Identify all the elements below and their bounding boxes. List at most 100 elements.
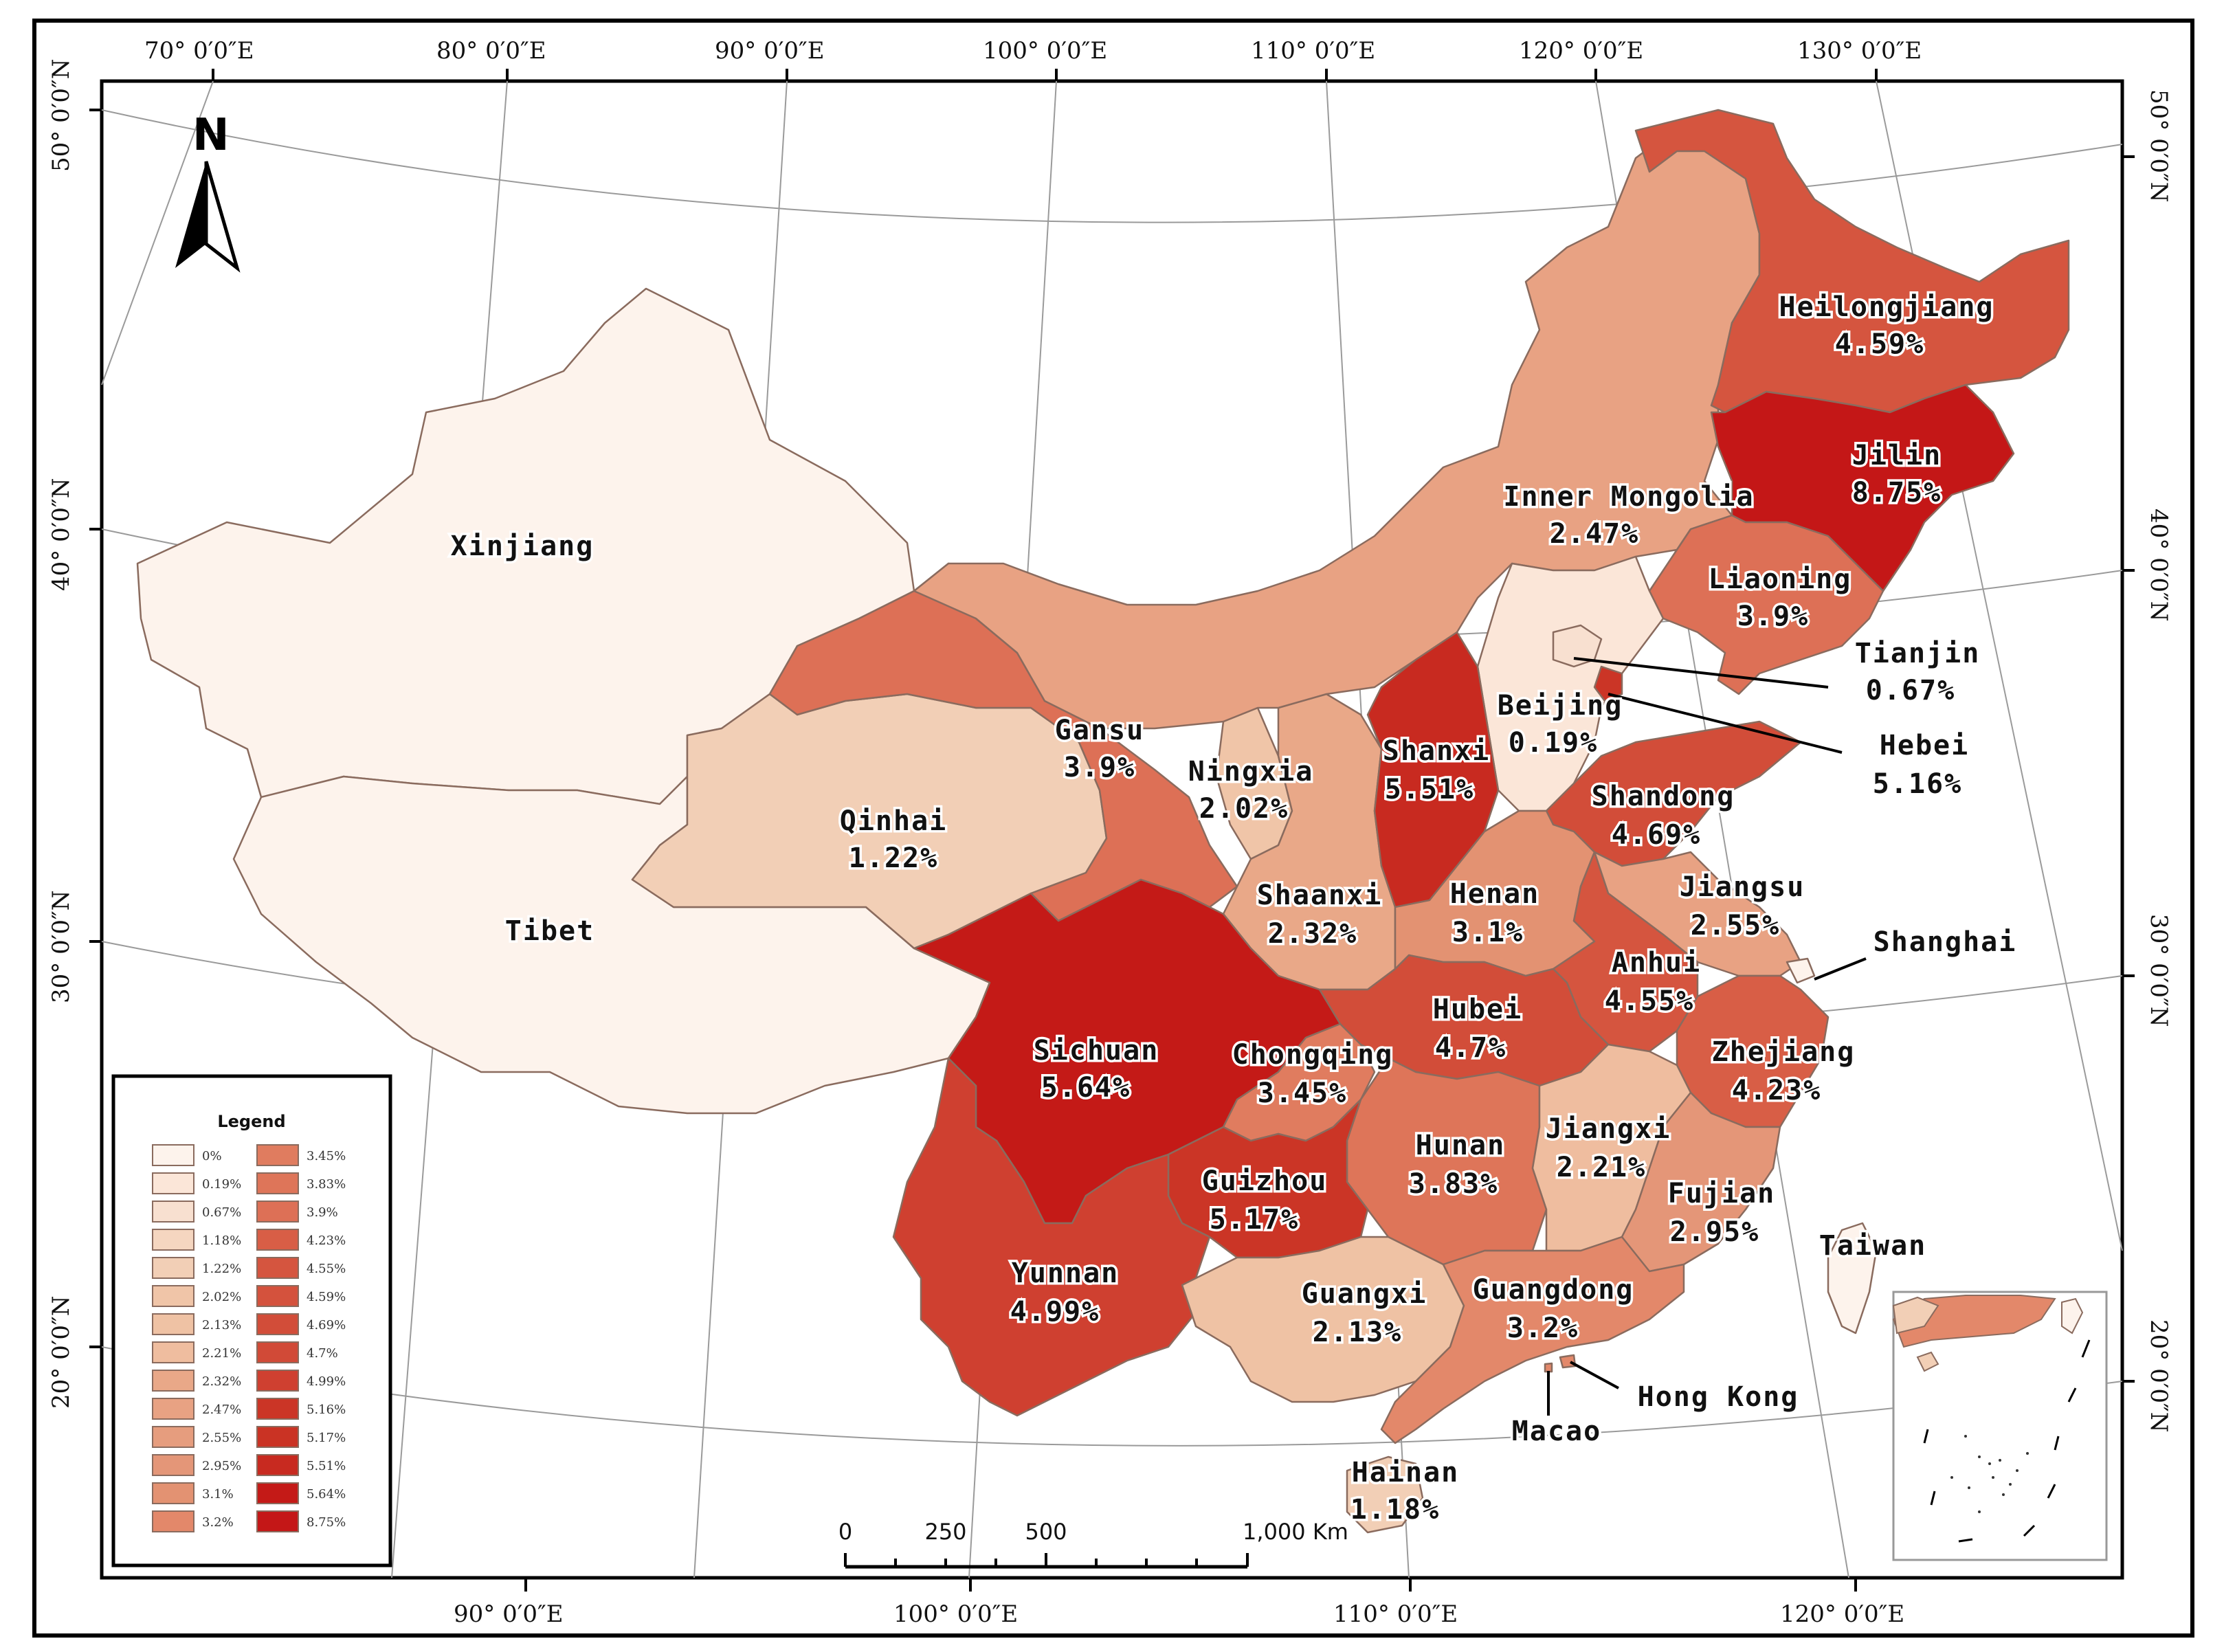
label-shanxi: Shanxi bbox=[1383, 735, 1491, 767]
province-macao[interactable] bbox=[1544, 1362, 1553, 1373]
label-xinjiang: Xinjiang bbox=[451, 531, 594, 562]
value-zhejiang: 4.23% bbox=[1732, 1075, 1821, 1106]
value-shandong: 4.69% bbox=[1612, 819, 1701, 851]
lon-label-bottom: 100° 0′0″E bbox=[893, 1600, 1018, 1628]
legend-label: 2.95% bbox=[202, 1459, 241, 1473]
label-gansu: Gansu bbox=[1055, 715, 1144, 746]
lat-label-right: 40° 0′0″N bbox=[2145, 509, 2172, 622]
value-jiangxi: 2.21% bbox=[1557, 1152, 1646, 1183]
scale-label: 500 bbox=[1025, 1519, 1067, 1545]
province-heilongjiang[interactable] bbox=[1634, 109, 2070, 414]
legend-label: 0.67% bbox=[202, 1205, 241, 1220]
legend-swatch bbox=[152, 1313, 194, 1335]
label-jiangsu: Jiangsu bbox=[1680, 871, 1805, 903]
label-guangdong: Guangdong bbox=[1473, 1274, 1634, 1306]
legend-swatch bbox=[152, 1510, 194, 1532]
value-yunnan: 4.99% bbox=[1010, 1296, 1100, 1328]
label-heilongjiang: Heilongjiang bbox=[1779, 291, 1994, 323]
legend-label: 3.45% bbox=[307, 1149, 346, 1163]
legend-swatch bbox=[256, 1341, 299, 1363]
value-guangdong: 3.2% bbox=[1507, 1313, 1579, 1344]
lon-label-top: 70° 0′0″E bbox=[144, 37, 254, 65]
legend-label: 4.55% bbox=[307, 1262, 346, 1276]
label-chongqing: Chongqing bbox=[1232, 1039, 1394, 1071]
legend-label: 3.1% bbox=[202, 1487, 234, 1502]
lat-label-left: 20° 0′0″N bbox=[47, 1295, 75, 1409]
label-hainan: Hainan bbox=[1352, 1457, 1460, 1488]
province-yunnan[interactable] bbox=[892, 1057, 1211, 1417]
legend-swatch bbox=[256, 1201, 299, 1223]
label-hubei: Hubei bbox=[1433, 994, 1522, 1025]
legend-swatch bbox=[256, 1510, 299, 1532]
legend-label: 4.23% bbox=[307, 1234, 346, 1248]
value-henan: 3.1% bbox=[1452, 917, 1524, 948]
legend-label: 5.16% bbox=[307, 1403, 346, 1417]
province-liaoning[interactable] bbox=[1648, 514, 1884, 695]
value-fujian: 2.95% bbox=[1670, 1216, 1759, 1248]
legend-label: 2.32% bbox=[202, 1374, 241, 1389]
scale-label: 0 bbox=[838, 1519, 852, 1545]
graticule-labels: 70° 0′0″E 80° 0′0″E 90° 0′0″E 100° 0′0″E… bbox=[47, 37, 2172, 1628]
legend-swatch bbox=[256, 1426, 299, 1448]
legend-label: 2.47% bbox=[202, 1403, 241, 1417]
legend-swatch bbox=[256, 1229, 299, 1251]
value-beijing: 0.67% bbox=[1866, 675, 1955, 706]
legend-label: 2.55% bbox=[202, 1431, 241, 1445]
value-gansu: 3.9% bbox=[1064, 752, 1135, 783]
legend-swatch bbox=[256, 1257, 299, 1279]
legend-label: 4.99% bbox=[307, 1374, 346, 1389]
legend-swatch bbox=[152, 1370, 194, 1392]
lon-label-top: 80° 0′0″E bbox=[436, 37, 546, 65]
label-guizhou: Guizhou bbox=[1202, 1165, 1328, 1197]
legend-label: 2.13% bbox=[202, 1318, 241, 1332]
province-guangdong[interactable] bbox=[1380, 1236, 1685, 1444]
legend-label: 0% bbox=[202, 1149, 222, 1163]
lon-label-top: 90° 0′0″E bbox=[715, 37, 825, 65]
value-liaoning: 3.9% bbox=[1737, 601, 1809, 632]
label-hebei: Beijing bbox=[1498, 690, 1623, 722]
label-tibet: Tibet bbox=[505, 915, 594, 947]
legend-swatch bbox=[256, 1398, 299, 1420]
legend-swatch bbox=[256, 1144, 299, 1166]
province-labels: Xinjiang Tibet Qinhai 1.22% Gansu 3.9% N… bbox=[448, 289, 2018, 1528]
legend-label: 1.22% bbox=[202, 1262, 241, 1276]
value-chongqing: 3.45% bbox=[1258, 1078, 1347, 1109]
label-liaoning: Liaoning bbox=[1709, 563, 1852, 595]
province-shanghai[interactable] bbox=[1786, 957, 1816, 984]
south-china-sea-inset bbox=[1892, 1291, 2108, 1561]
lon-label-top: 120° 0′0″E bbox=[1519, 37, 1643, 65]
province-taiwan[interactable] bbox=[1827, 1222, 1878, 1335]
legend-label: 2.02% bbox=[202, 1290, 241, 1304]
label-shaanxi: Shaanxi bbox=[1257, 880, 1383, 911]
north-arrow-icon: N bbox=[175, 110, 241, 273]
province-hong-kong[interactable] bbox=[1559, 1354, 1577, 1369]
legend-label: 4.7% bbox=[307, 1346, 338, 1361]
legend-label: 1.18% bbox=[202, 1234, 241, 1248]
label-zhejiang: Zhejiang bbox=[1712, 1036, 1856, 1068]
lon-label-top: 110° 0′0″E bbox=[1251, 37, 1375, 65]
legend-swatch bbox=[256, 1313, 299, 1335]
legend-swatch bbox=[256, 1285, 299, 1307]
province-tianjin[interactable] bbox=[1593, 665, 1623, 702]
label-hong-kong: Hong Kong bbox=[1638, 1381, 1799, 1413]
lon-label-bottom: 120° 0′0″E bbox=[1780, 1600, 1904, 1628]
label-macao: Macao bbox=[1512, 1416, 1601, 1447]
legend-label: 8.75% bbox=[307, 1515, 346, 1530]
value-guizhou: 5.17% bbox=[1210, 1204, 1299, 1236]
north-label: N bbox=[192, 110, 230, 161]
label-inner-mongolia: Inner Mongolia bbox=[1503, 481, 1754, 513]
lon-label-top: 130° 0′0″E bbox=[1797, 37, 1922, 65]
value-ningxia: 2.02% bbox=[1199, 793, 1289, 825]
value-inner-mongolia: 2.47% bbox=[1550, 518, 1639, 550]
lat-label-left: 30° 0′0″N bbox=[47, 890, 75, 1003]
lat-label-left: 50° 0′0″N bbox=[47, 58, 75, 172]
legend-swatch bbox=[152, 1426, 194, 1448]
legend-label: 3.9% bbox=[307, 1205, 338, 1220]
lon-label-bottom: 90° 0′0″E bbox=[454, 1600, 564, 1628]
legend-label: 2.21% bbox=[202, 1346, 241, 1361]
legend-swatch bbox=[256, 1172, 299, 1194]
lat-label-right: 50° 0′0″N bbox=[2145, 89, 2172, 203]
label-jilin: Jilin bbox=[1852, 440, 1942, 471]
province-hainan[interactable] bbox=[1346, 1455, 1424, 1534]
